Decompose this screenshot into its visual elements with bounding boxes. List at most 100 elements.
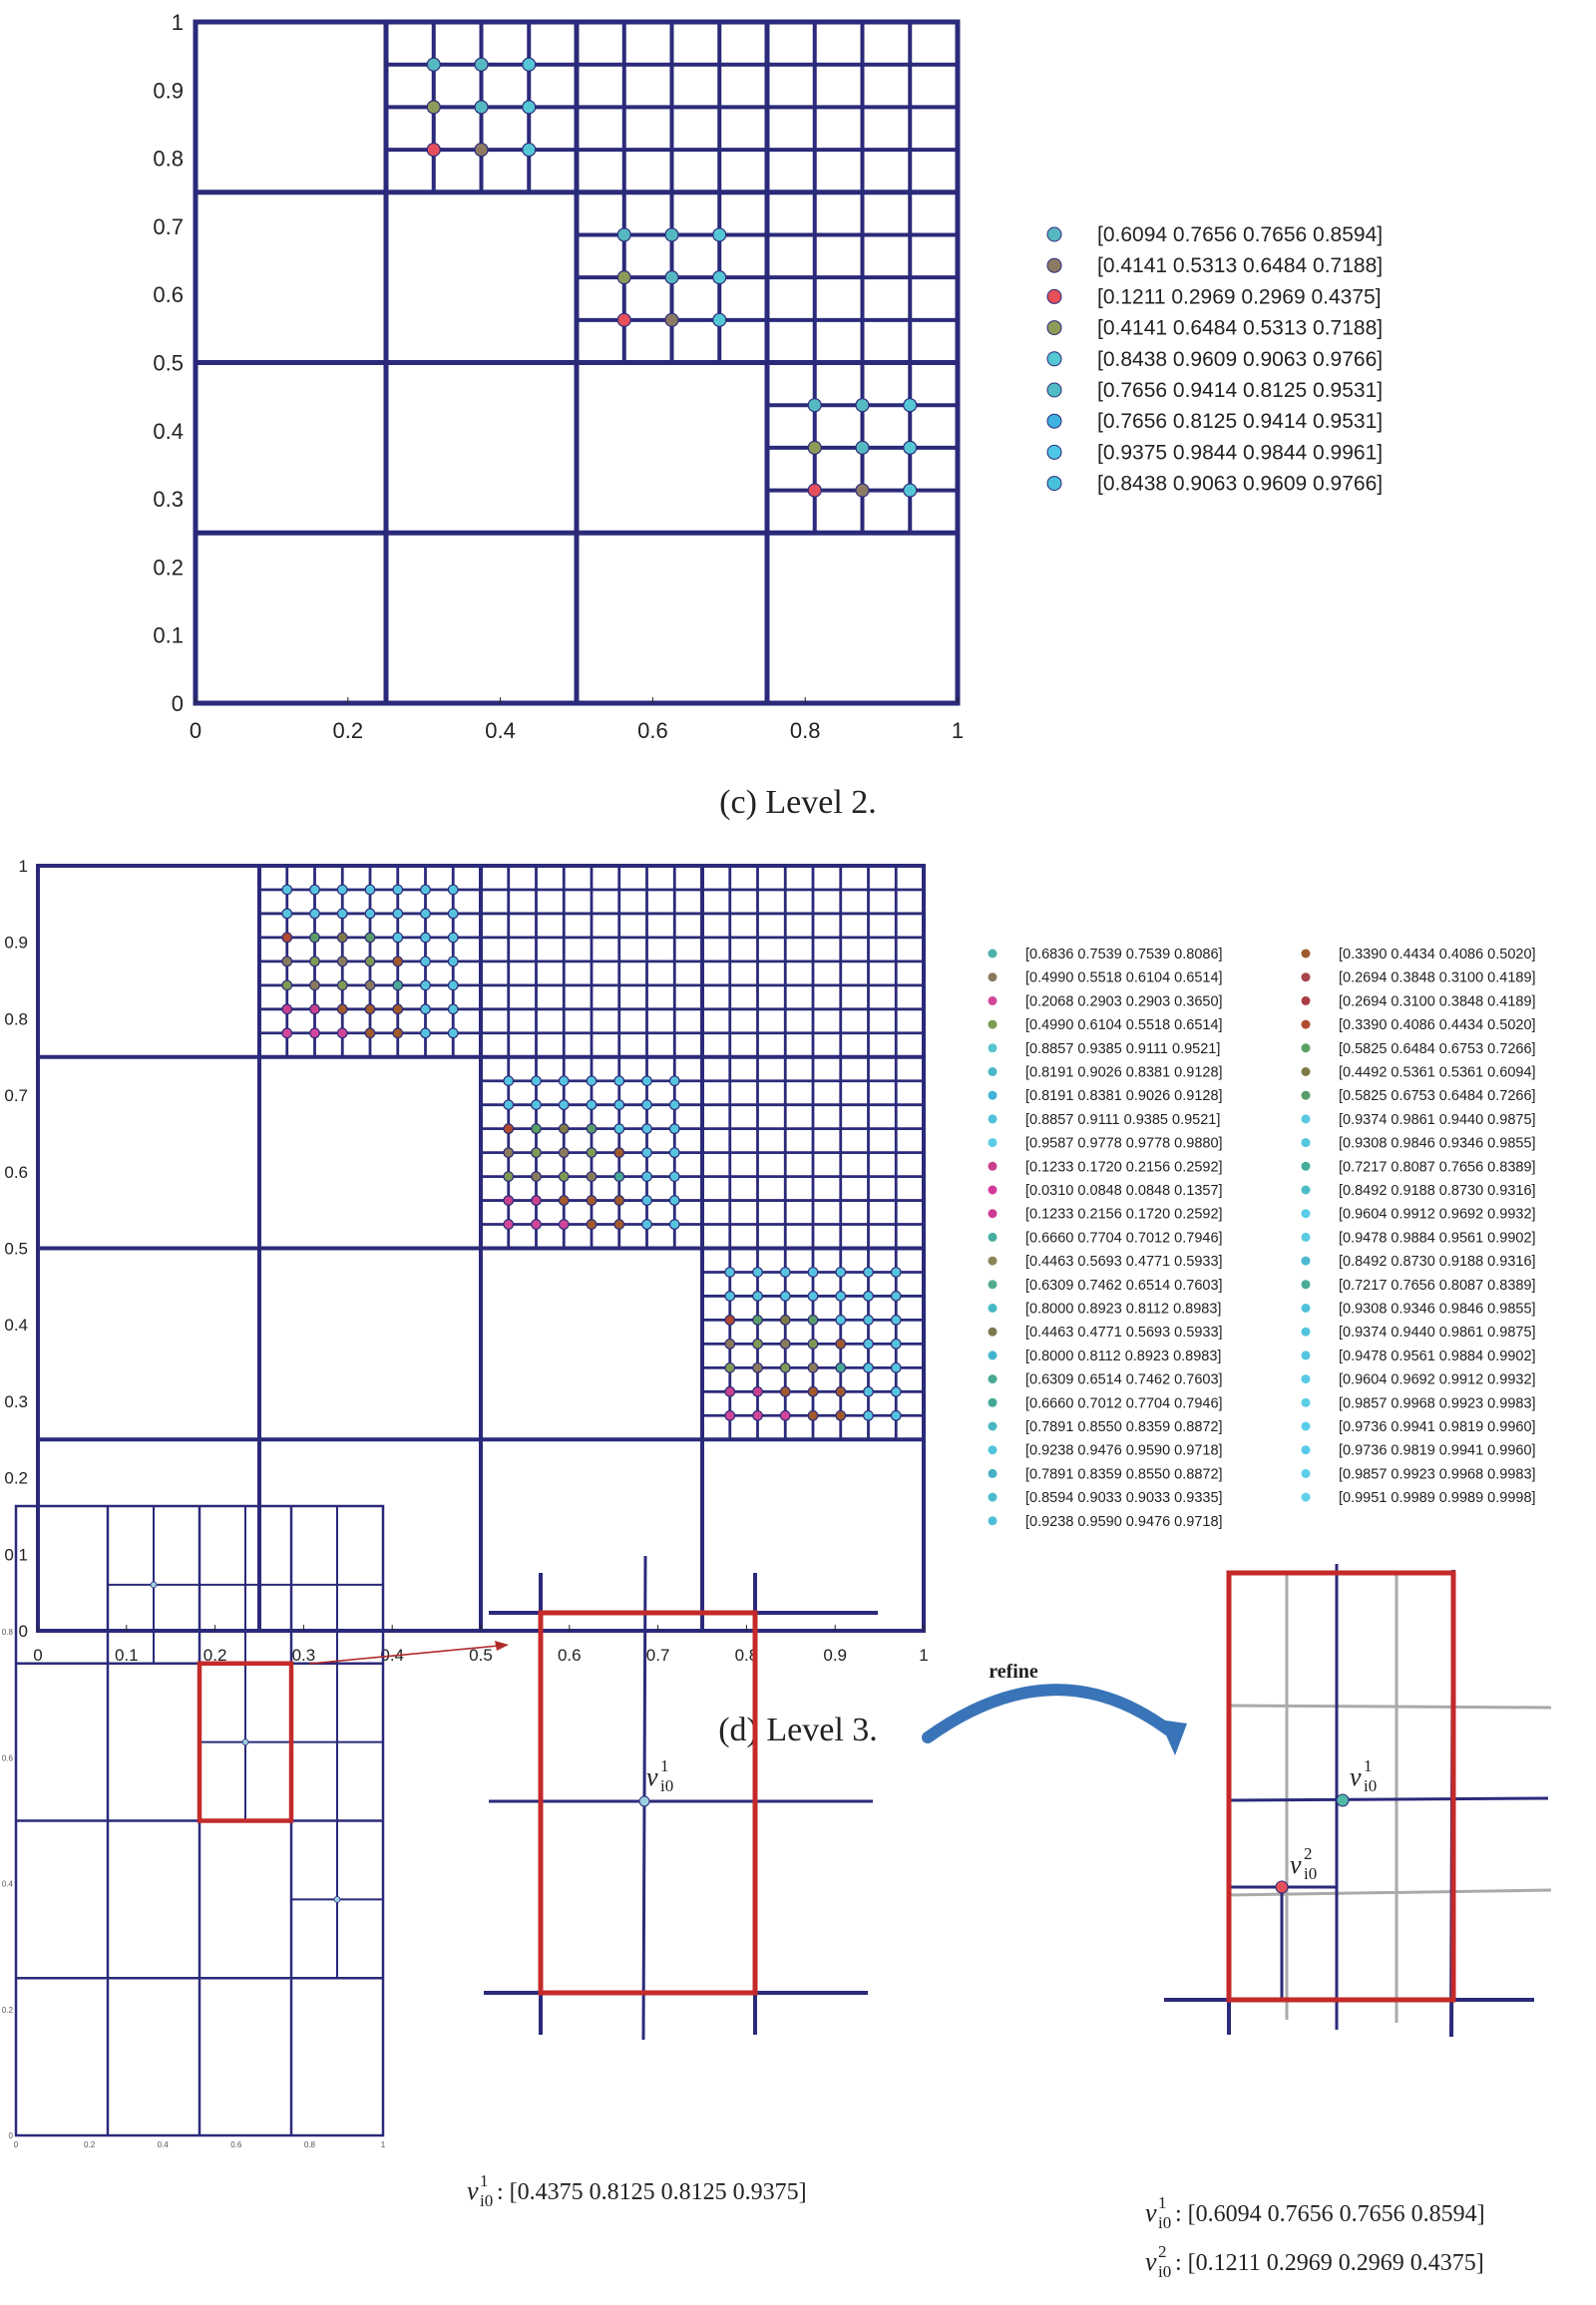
x-tick-label: 0.3 xyxy=(292,1646,316,1665)
vertex-marker xyxy=(807,1315,819,1326)
vertex-marker xyxy=(309,1003,320,1015)
legend-marker xyxy=(1301,1350,1311,1360)
vertex-marker xyxy=(281,979,293,991)
vertex-marker xyxy=(420,1027,431,1039)
coords-right-v2-sub: i0 xyxy=(1158,2262,1171,2281)
legend-marker xyxy=(1046,351,1062,367)
vertex-marker xyxy=(664,270,679,285)
vertex-marker xyxy=(309,1027,320,1039)
mini-grid-ticks: 0 0.2 0.4 0.6 0.8 1 0 0.2 0.4 0.6 0.8 xyxy=(2,1628,386,2149)
legend-marker xyxy=(1301,1468,1311,1478)
legend-marker xyxy=(1301,1161,1311,1171)
panel-c-ticks: 0 0.2 0.4 0.6 0.8 1 0 0.1 0.2 0.3 0.4 0.5 0.6 0.7 0.8 0… xyxy=(153,10,964,743)
vertex-marker xyxy=(503,1147,515,1159)
vertex-marker xyxy=(779,1315,791,1326)
refined-grid-line xyxy=(1228,1796,1549,1802)
legend-label: [0.9951 0.9989 0.9989 0.9998] xyxy=(1339,1490,1536,1506)
refine-arrow-curve xyxy=(922,1684,1175,1743)
legend-label: [0.9604 0.9692 0.9912 0.9932] xyxy=(1339,1372,1536,1388)
legend-marker xyxy=(1301,1090,1311,1100)
vertex-marker xyxy=(752,1338,763,1349)
legend-marker xyxy=(1301,1280,1311,1290)
vertex-marker xyxy=(558,1171,570,1182)
legend-label: [0.4463 0.5693 0.4771 0.5933] xyxy=(1025,1254,1223,1270)
vertex-marker xyxy=(420,1003,431,1015)
vertex-marker xyxy=(364,884,376,896)
vertex-marker xyxy=(613,1123,625,1135)
vertex-marker xyxy=(668,1195,680,1206)
legend-marker xyxy=(988,1350,998,1360)
vertex-marker xyxy=(890,1409,902,1421)
legend-label: [0.6660 0.7704 0.7012 0.7946] xyxy=(1025,1230,1223,1246)
legend-label: [0.1211 0.2969 0.2969 0.4375] xyxy=(1097,285,1382,308)
vertex-marker xyxy=(613,1219,625,1230)
coords-right-v1-sub: i0 xyxy=(1158,2213,1171,2232)
coords-right-v2-super: 2 xyxy=(1158,2242,1167,2261)
legend-label: [0.6094 0.7656 0.7656 0.8594] xyxy=(1097,223,1383,246)
vertex-label-v1-refined-sub: i0 xyxy=(1364,1776,1377,1795)
coords-middle-values: : [0.4375 0.8125 0.8125 0.9375] xyxy=(497,2179,807,2205)
legend-label: [0.9238 0.9590 0.9476 0.9718] xyxy=(1025,1514,1223,1530)
y-tick-label: 0.3 xyxy=(4,1392,28,1411)
legend-label: [0.4492 0.5361 0.5361 0.6094] xyxy=(1339,1065,1536,1081)
vertex-marker xyxy=(586,1123,598,1135)
vertex-marker xyxy=(503,1075,515,1087)
mini-vertex-marker xyxy=(241,1738,249,1746)
x-tick-label: 0.1 xyxy=(115,1646,139,1665)
legend-marker xyxy=(988,1090,998,1100)
mini-frame xyxy=(14,1504,385,2137)
legend-marker xyxy=(1046,226,1062,242)
vertex-marker-v2 xyxy=(1275,1880,1289,1894)
panel-d-markers xyxy=(281,884,902,1421)
vertex-marker xyxy=(474,100,489,115)
legend-marker xyxy=(988,1327,998,1337)
legend-marker xyxy=(988,995,998,1005)
vertex-marker xyxy=(613,1195,625,1206)
y-tick-label: 0.5 xyxy=(4,1240,28,1259)
vertex-marker xyxy=(531,1099,542,1111)
mini-y-tick-label: 0.4 xyxy=(2,1880,14,1889)
vertex-marker xyxy=(392,979,404,991)
legend-label: [0.9374 0.9861 0.9440 0.9875] xyxy=(1339,1112,1536,1128)
legend-label: [0.8594 0.9033 0.9033 0.9335] xyxy=(1025,1490,1223,1506)
legend-marker xyxy=(988,1019,998,1029)
vertex-marker xyxy=(903,483,918,498)
vertex-marker xyxy=(807,483,822,498)
vertex-marker xyxy=(752,1361,763,1373)
legend-marker xyxy=(988,1304,998,1313)
vertex-marker xyxy=(641,1219,652,1230)
mini-x-tick-label: 0.2 xyxy=(84,2140,96,2149)
vertex-marker xyxy=(863,1385,874,1397)
legend-label: [0.6836 0.7539 0.7539 0.8086] xyxy=(1025,947,1223,962)
y-tick-label: 0.8 xyxy=(4,1009,28,1028)
legend-label: [0.9478 0.9561 0.9884 0.9902] xyxy=(1339,1348,1536,1364)
y-tick-label: 0.4 xyxy=(153,419,184,444)
vertex-marker xyxy=(668,1123,680,1135)
vertex-marker xyxy=(779,1267,791,1278)
vertex-marker xyxy=(855,440,870,455)
legend-label: [0.5825 0.6484 0.6753 0.7266] xyxy=(1339,1041,1536,1057)
panel-d-ticks: 00.10.20.30.40.50.60.70.80.9100.10.20.30… xyxy=(4,857,928,1665)
panel-c-level-2: 0 0.2 0.4 0.6 0.8 1 0 0.1 0.2 0.3 0.4 0.5 0.6 0.7 0.8 0… xyxy=(153,10,1383,821)
panel-d-legend: [0.6836 0.7539 0.7539 0.8086] [0.4990 0.5… xyxy=(988,947,1536,1530)
vertex-marker xyxy=(392,1027,404,1039)
y-tick-label: 0 xyxy=(19,1622,28,1641)
legend-marker xyxy=(1301,1019,1311,1029)
legend-marker xyxy=(988,1374,998,1384)
vertex-marker xyxy=(863,1338,874,1349)
legend-marker xyxy=(988,1421,998,1431)
zoom-highlight-box xyxy=(538,1610,758,1996)
legend-label: [0.7656 0.8125 0.9414 0.9531] xyxy=(1097,410,1383,433)
vertex-marker xyxy=(903,440,918,455)
vertex-marker xyxy=(531,1171,542,1182)
vertex-marker xyxy=(724,1267,736,1278)
legend-marker xyxy=(988,1185,998,1195)
y-tick-label: 0.7 xyxy=(153,214,184,239)
legend-marker xyxy=(988,1256,998,1266)
zoom-pointer-line xyxy=(308,1645,500,1665)
x-tick-label: 0 xyxy=(190,718,201,743)
vertex-marker xyxy=(392,884,404,896)
legend-label: [0.7656 0.9414 0.8125 0.9531] xyxy=(1097,379,1383,402)
vertex-marker xyxy=(281,956,293,967)
legend-marker xyxy=(1301,1374,1311,1384)
